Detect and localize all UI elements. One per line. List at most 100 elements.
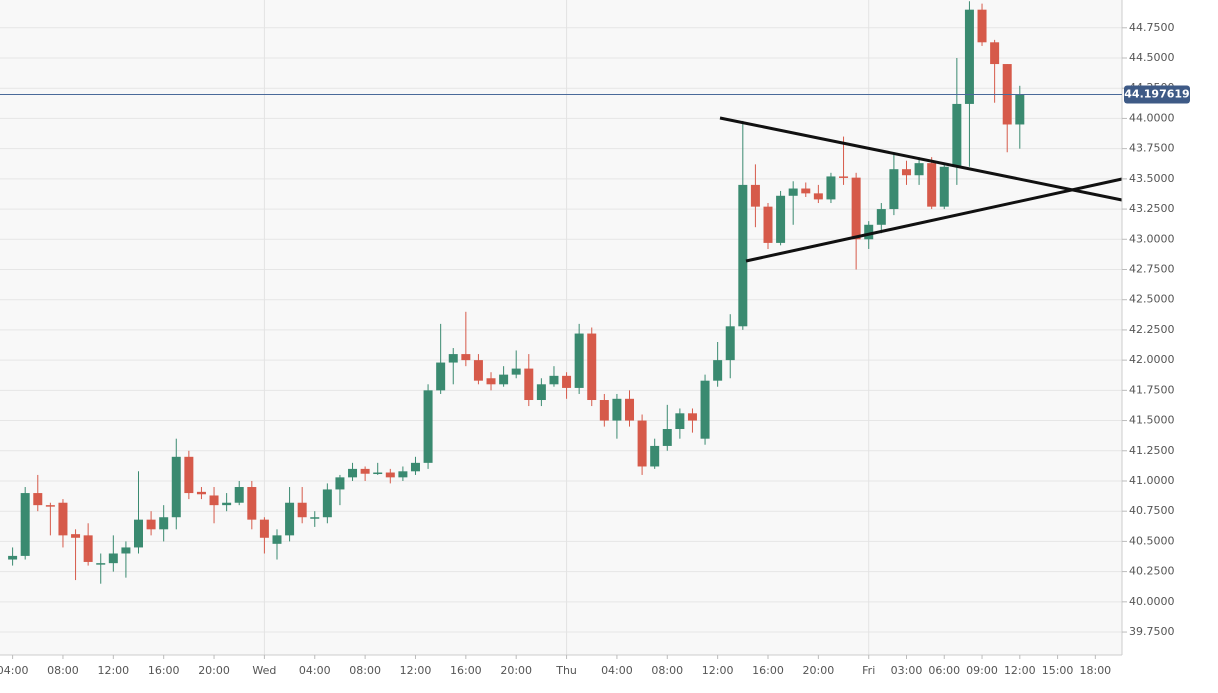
candle-body <box>939 166 949 207</box>
y-tick-label: 41.5000 <box>1129 414 1175 427</box>
candle-body <box>436 362 446 391</box>
candle-body <box>373 472 383 475</box>
candle-body <box>310 517 320 519</box>
y-tick-label: 41.0000 <box>1129 474 1175 487</box>
candle-body <box>851 177 861 240</box>
candle-body <box>587 333 597 401</box>
y-tick-label: 44.7500 <box>1129 21 1175 34</box>
y-tick-label: 42.7500 <box>1129 262 1175 275</box>
y-tick-label: 43.7500 <box>1129 142 1175 155</box>
y-tick-label: 43.2500 <box>1129 202 1175 215</box>
candle-body <box>234 487 244 503</box>
candle-body <box>222 502 232 506</box>
candle-body <box>410 462 420 472</box>
candle-body <box>864 224 874 240</box>
y-tick-label: 39.7500 <box>1129 625 1175 638</box>
candle-body <box>461 354 471 361</box>
candle-body <box>398 471 408 478</box>
candle-body <box>776 195 786 243</box>
candle-body <box>385 472 395 478</box>
candle-body <box>297 502 307 518</box>
candle-body <box>549 375 559 385</box>
y-tick-label: 40.2500 <box>1129 565 1175 578</box>
candle-body <box>562 375 572 388</box>
candle-body <box>927 163 937 207</box>
candle-body <box>448 354 458 363</box>
candle-body <box>171 456 181 518</box>
candle-body <box>285 502 295 536</box>
candle-body <box>952 103 962 167</box>
candle-body <box>272 535 282 544</box>
trend-line-upper <box>719 116 1123 202</box>
candle-body <box>499 374 509 385</box>
y-tick-label: 40.0000 <box>1129 595 1175 608</box>
x-tick-label: 12:00 <box>1004 664 1036 677</box>
x-tick-label: 20:00 <box>803 664 835 677</box>
x-tick-label: 16:00 <box>752 664 784 677</box>
candle-body <box>750 184 760 207</box>
x-tick-label: 18:00 <box>1079 664 1111 677</box>
candle-body <box>700 380 710 439</box>
candle-body <box>209 495 219 506</box>
x-tick-label: Fri <box>862 664 875 677</box>
x-tick-label: 08:00 <box>47 664 79 677</box>
y-tick-label: 41.2500 <box>1129 444 1175 457</box>
candle-body <box>801 188 811 194</box>
y-tick-label: 42.5000 <box>1129 293 1175 306</box>
candle-body <box>599 400 609 421</box>
candle-body <box>713 360 723 381</box>
candle-body <box>612 398 622 421</box>
candle-body <box>725 326 735 361</box>
x-tick-label: 20:00 <box>198 664 230 677</box>
candle-body <box>650 445 660 467</box>
candle-body <box>1015 94 1025 125</box>
x-tick-label: Wed <box>252 664 276 677</box>
candle-body <box>675 413 685 430</box>
candle-body <box>901 169 911 176</box>
candle-body <box>813 193 823 200</box>
x-tick-label: 04:00 <box>299 664 331 677</box>
y-tick-label: 40.5000 <box>1129 534 1175 547</box>
candle-body <box>637 420 647 467</box>
candle-body <box>259 519 269 538</box>
x-tick-label: 06:00 <box>928 664 960 677</box>
y-tick-label: 42.2500 <box>1129 323 1175 336</box>
candle-body <box>146 519 156 530</box>
candle-body <box>108 553 118 564</box>
x-tick-label: Thu <box>555 664 577 677</box>
y-tick-label: 41.7500 <box>1129 383 1175 396</box>
x-tick-label: 03:00 <box>891 664 923 677</box>
candle-body <box>763 206 773 243</box>
x-tick-label: 04:00 <box>601 664 633 677</box>
candle-body <box>524 368 534 401</box>
candle-body <box>574 333 584 388</box>
candle-body <box>348 468 358 478</box>
candle-body <box>914 163 924 176</box>
x-tick-label: 12:00 <box>702 664 734 677</box>
axes: 39.7500 40.0000 40.2500 40.5000 40.7500 41.00… <box>0 21 1190 677</box>
y-tick-label: 43.5000 <box>1129 172 1175 185</box>
candle-body <box>322 489 332 518</box>
candle-body <box>83 535 93 562</box>
candle-body <box>196 491 206 495</box>
candle-body <box>159 517 169 530</box>
candle-body <box>738 184 748 327</box>
current-price-tag <box>1124 85 1190 104</box>
x-tick-label: 16:00 <box>148 664 180 677</box>
current-price-label: 44.197619 <box>1124 88 1189 101</box>
candle-body <box>511 368 521 375</box>
candle-body <box>247 487 257 520</box>
candle-body <box>839 176 849 178</box>
candle-body <box>360 468 370 474</box>
x-tick-label: 15:00 <box>1042 664 1074 677</box>
candle-body <box>889 169 899 210</box>
candle-body <box>687 413 697 421</box>
candle-body <box>788 188 798 196</box>
candle-body <box>71 534 81 538</box>
candle-body <box>20 493 30 556</box>
candle-body <box>8 555 18 560</box>
candle-body <box>96 563 106 565</box>
candle-body <box>625 398 635 421</box>
y-tick-label: 40.7500 <box>1129 504 1175 517</box>
candle-body <box>134 519 143 548</box>
